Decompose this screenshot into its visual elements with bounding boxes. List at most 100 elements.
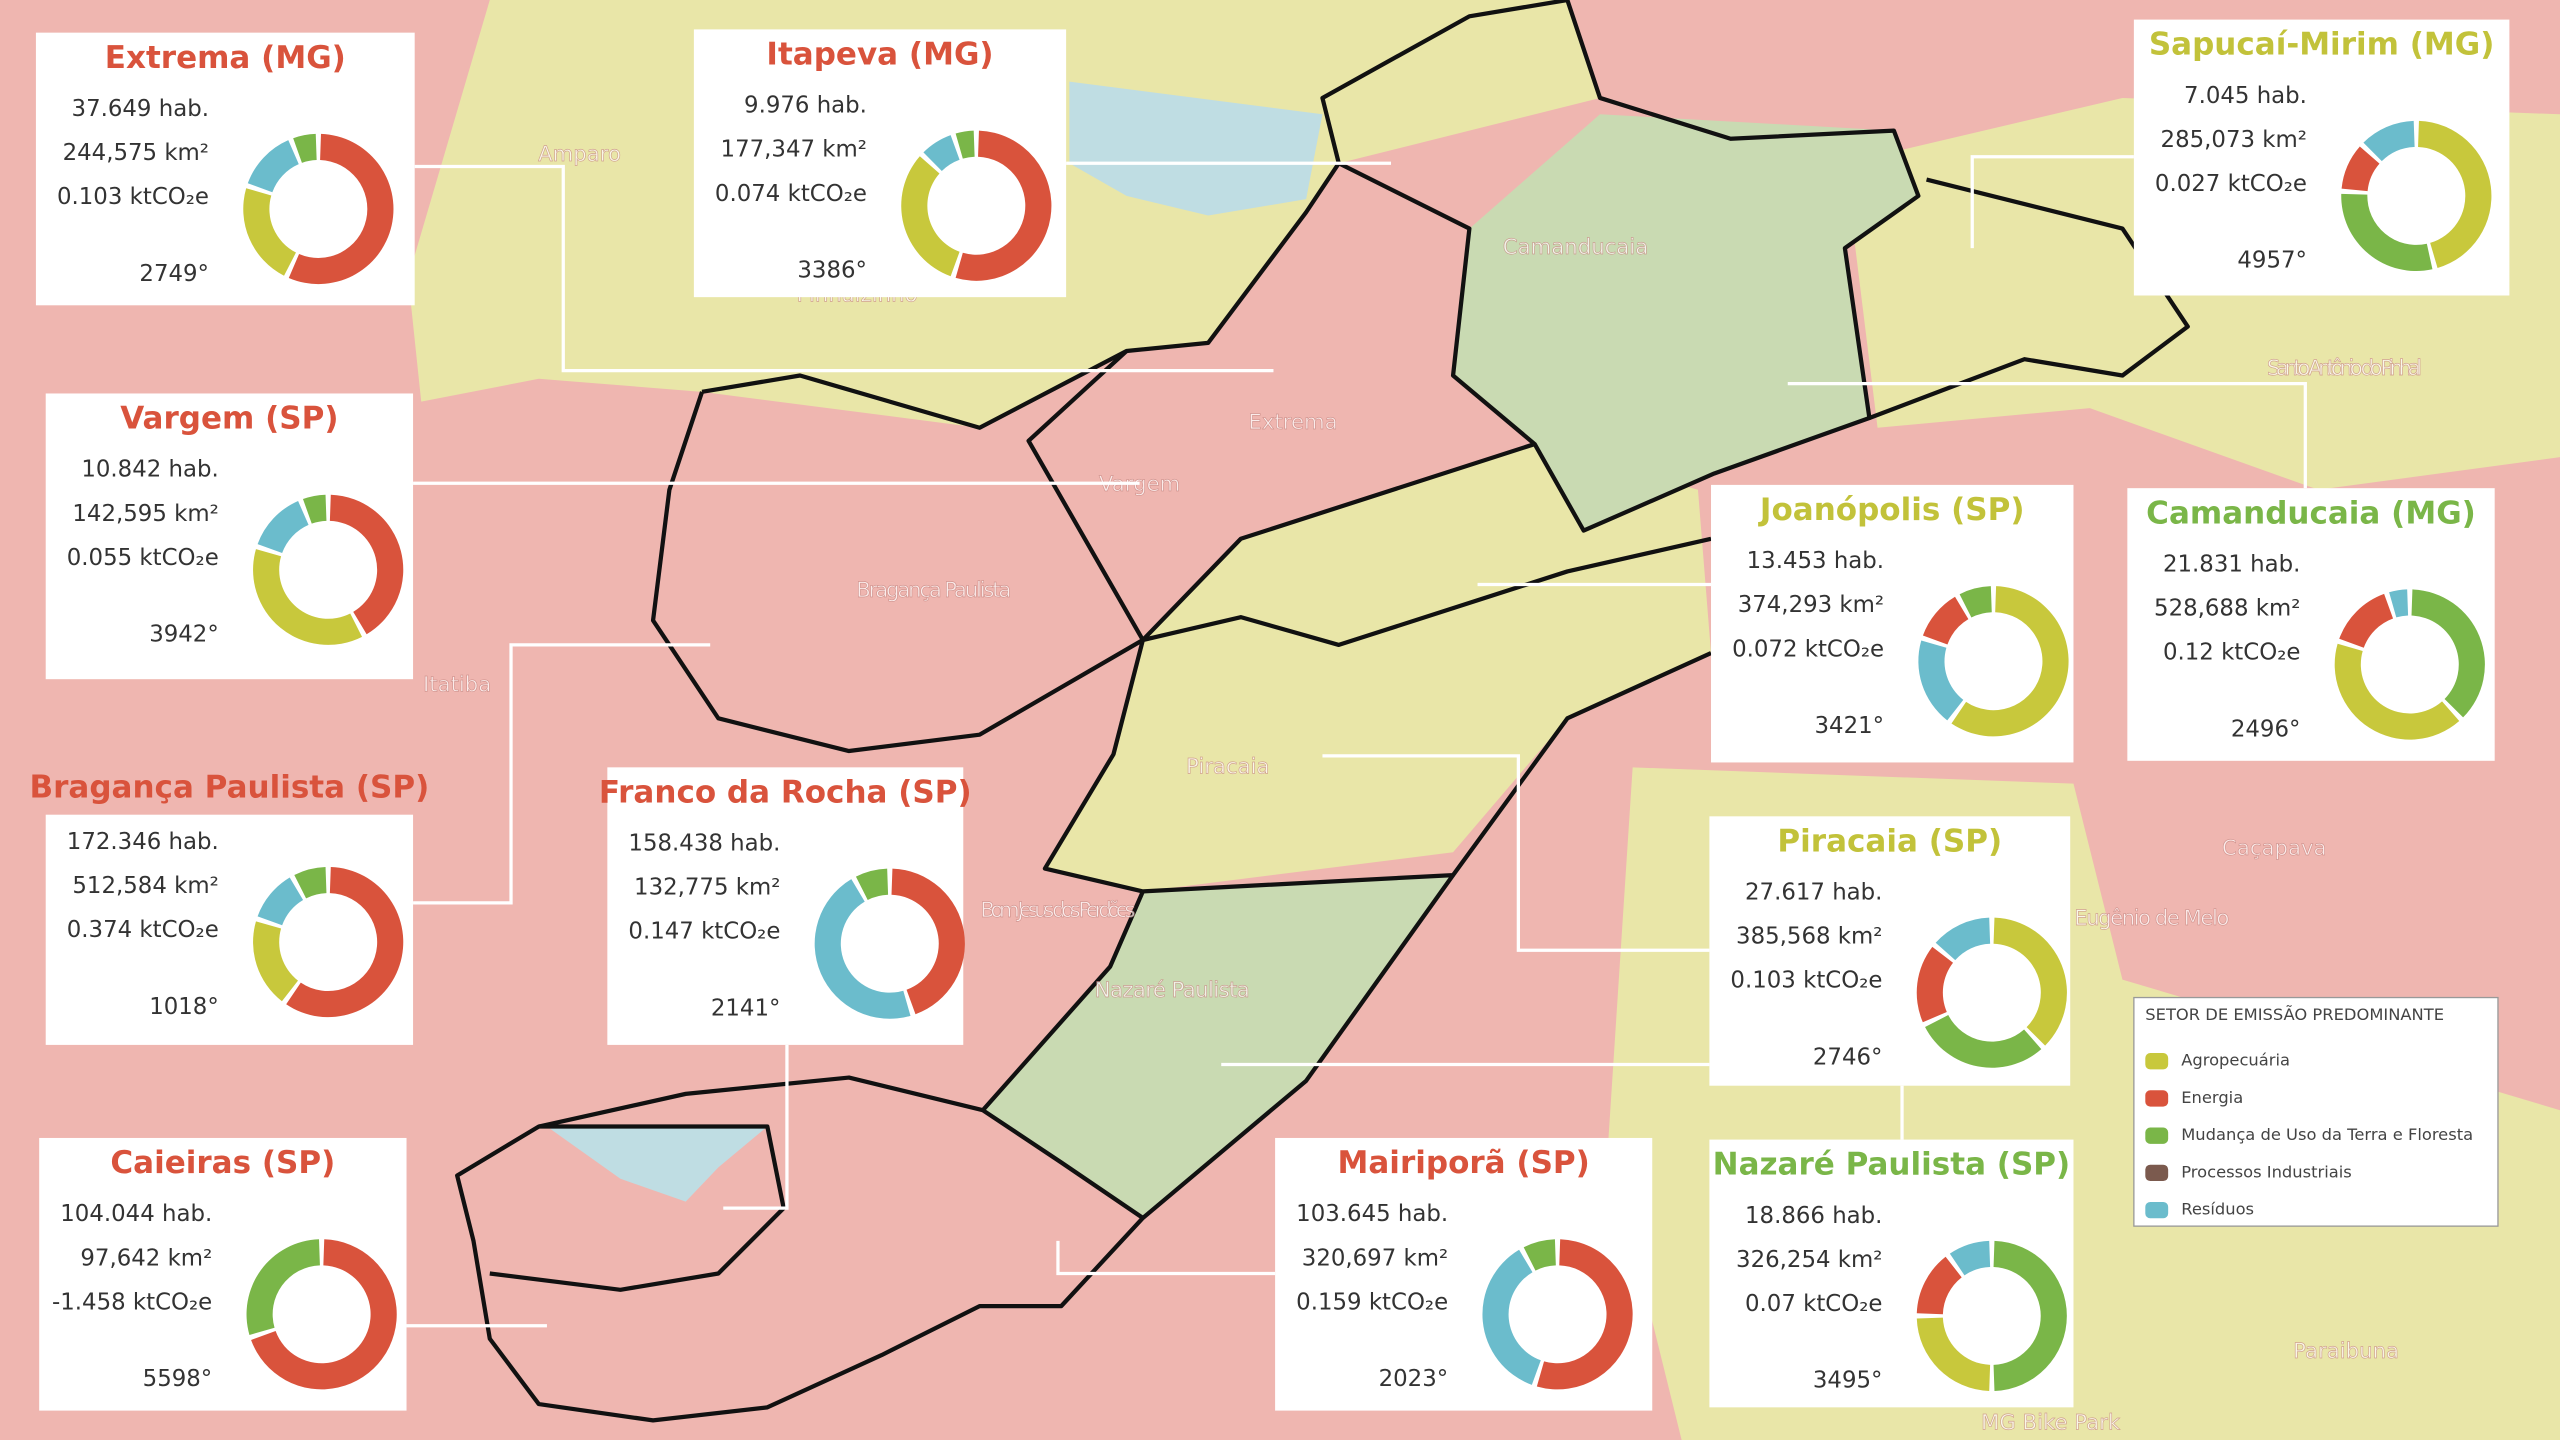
leader-line <box>1056 1240 1276 1276</box>
donut-segment <box>329 494 404 635</box>
rank: 2749° <box>139 261 209 287</box>
donut-segment <box>1993 1240 2067 1391</box>
info-card: Bragança Paulista (SP) 172.346 hab. 512,58… <box>29 770 429 1045</box>
info-card: Piracaia (SP) 27.617 hab. 385,568 km² 0.103… <box>1709 816 2071 1086</box>
area: 142,595 km² <box>72 501 218 527</box>
leader-lines <box>406 155 2307 1328</box>
legend-label: Mudança de Uso da Terra e Floresta <box>2181 1125 2473 1144</box>
donut-segment <box>293 133 317 163</box>
rank: 3386° <box>797 258 867 284</box>
map-label: Santo Antônio do Pinhal <box>2267 356 2422 381</box>
donut-segment <box>243 188 296 276</box>
rank: 2746° <box>1813 1044 1883 1070</box>
donut-segment <box>2339 593 2394 648</box>
info-card: Mairiporã (SP) 103.645 hab. 320,697 km² 0.1… <box>1275 1137 1653 1411</box>
area: 528,688 km² <box>2154 595 2300 621</box>
population: 10.842 hab. <box>81 457 218 483</box>
donut-segment <box>257 877 304 926</box>
population: 7.045 hab. <box>2184 83 2307 109</box>
boundary <box>489 1124 786 1292</box>
emissions: 0.055 ktCO₂e <box>67 545 219 571</box>
map-label: Bragança Paulista <box>856 578 1011 603</box>
info-card: Caieiras (SP) 104.044 hab. 97,642 km² -1.45… <box>39 1137 407 1411</box>
donut-segment <box>2363 120 2415 162</box>
card-title: Vargem (SP) <box>120 401 338 437</box>
info-card: Itapeva (MG) 9.976 hab. 177,347 km² 0.074 k… <box>693 29 1067 298</box>
area: 320,697 km² <box>1302 1245 1448 1271</box>
leader-line <box>1970 155 2134 249</box>
rank: 1018° <box>149 994 219 1020</box>
donut-segment <box>257 500 309 554</box>
donut-segment <box>1993 917 2067 1046</box>
population: 13.453 hab. <box>1747 548 1884 574</box>
boundary <box>701 0 1921 533</box>
rank: 2141° <box>711 995 781 1021</box>
info-card: Nazaré Paulista (SP) 18.866 hab. 326,254 k… <box>1709 1139 2074 1408</box>
rank: 2023° <box>1379 1366 1449 1392</box>
emissions: 0.103 ktCO₂e <box>57 184 209 210</box>
legend-swatch <box>2145 1127 2169 1144</box>
legend-swatch <box>2145 1053 2169 1070</box>
map-label: Caçapava <box>2222 836 2327 861</box>
emissions: 0.074 ktCO₂e <box>715 181 867 207</box>
region-green <box>982 875 1454 1218</box>
card-title: Itapeva (MG) <box>766 37 993 73</box>
population: 9.976 hab. <box>744 93 867 119</box>
info-card: Franco da Rocha (SP) 158.438 hab. 132,775 … <box>599 767 972 1045</box>
area: 326,254 km² <box>1736 1247 1882 1273</box>
donut-segment <box>1935 917 1991 961</box>
donut-segment <box>955 130 975 159</box>
donut-segment <box>923 135 960 171</box>
population: 21.831 hab. <box>2163 551 2300 577</box>
emissions: 0.103 ktCO₂e <box>1730 968 1882 994</box>
info-card: Camanducaia (MG) 21.831 hab. 528,688 km² 0.… <box>2127 488 2495 761</box>
map-label: Extrema <box>1248 410 1337 435</box>
area: 512,584 km² <box>72 873 218 899</box>
population: 103.645 hab. <box>1296 1201 1448 1227</box>
donut-segment <box>2341 146 2380 192</box>
legend-label: Resíduos <box>2181 1200 2254 1219</box>
map-label: Paraibuna <box>2293 1339 2399 1364</box>
donut-segment <box>1949 1240 1991 1276</box>
leader-line <box>1322 754 1710 952</box>
card-title: Joanópolis (SP) <box>1758 492 2025 528</box>
rank: 3421° <box>1815 713 1885 739</box>
legend-box <box>2133 996 2499 1227</box>
emissions: 0.027 ktCO₂e <box>2155 171 2307 197</box>
donut-segment <box>1925 1015 2042 1068</box>
area: 385,568 km² <box>1736 924 1882 950</box>
info-card: Sapucaí-Mirim (MG) 7.045 hab. 285,073 km² 0… <box>2133 19 2510 296</box>
region-yellow <box>1044 444 1712 892</box>
info-card: Joanópolis (SP) 13.453 hab. 374,293 km² 0.0… <box>1711 484 2074 763</box>
boundary <box>650 349 1536 754</box>
map-label: Bom Jesus dos Perdões <box>980 898 1135 923</box>
rank: 4957° <box>2237 248 2307 274</box>
donut-segment <box>891 868 965 1015</box>
donut-segment <box>288 133 394 285</box>
population: 172.346 hab. <box>67 829 219 855</box>
donut-segment <box>1959 586 1992 618</box>
donut-segment <box>1536 1239 1633 1390</box>
donut-segment <box>302 494 327 524</box>
card-title: Caieiras (SP) <box>110 1145 335 1181</box>
card-title: Sapucaí-Mirim (MG) <box>2149 27 2495 63</box>
donut-segment <box>2411 589 2485 718</box>
legend-label: Agropecuária <box>2181 1051 2290 1070</box>
legend-swatch <box>2145 1201 2169 1219</box>
donut-segment <box>2334 643 2460 740</box>
donut-segment <box>1916 1317 1991 1391</box>
population: 37.649 hab. <box>72 96 209 122</box>
rank: 3942° <box>149 622 219 648</box>
area: 374,293 km² <box>1738 592 1884 618</box>
leader-line <box>414 164 1274 373</box>
rank: 3495° <box>1813 1368 1883 1394</box>
area: 132,775 km² <box>634 875 780 901</box>
donut-segment <box>2389 589 2409 618</box>
emissions: 0.072 ktCO₂e <box>1732 636 1884 662</box>
donut-segment <box>1918 640 1964 721</box>
legend-title: SETOR DE EMISSÃO PREDOMINANTE <box>2145 1005 2444 1024</box>
legend: SETOR DE EMISSÃO PREDOMINANTE Agropecuári… <box>2133 996 2499 1227</box>
